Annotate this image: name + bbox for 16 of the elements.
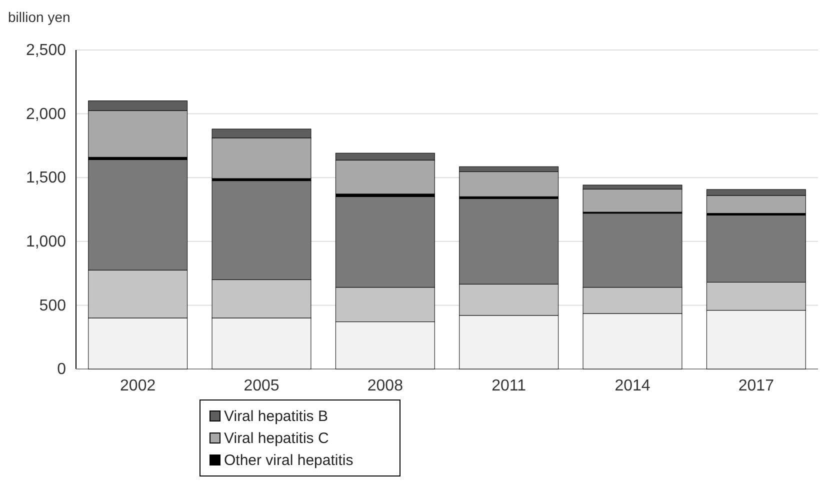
y-tick-label: 2,000 [26,106,66,123]
x-tick-label: 2008 [367,377,404,394]
x-tick-label: 2017 [738,377,774,394]
y-tick-label: 0 [57,361,66,378]
legend-label: Viral hepatitis C [224,430,329,447]
y-axis-title: billion yen [8,9,70,25]
x-tick-label: 2011 [492,377,526,394]
y-tick-label: 1,500 [26,170,66,187]
y-tick-label: 1,000 [26,234,66,251]
x-tick-label: 2005 [244,377,280,394]
x-tick-label: 2002 [120,377,156,394]
y-tick-label: 2,500 [26,42,66,60]
legend-label: Viral hepatitis B [224,408,328,425]
x-tick-label: 2014 [614,377,650,394]
y-tick-label: 500 [39,297,66,314]
legend-label: Other viral hepatitis [224,452,354,469]
